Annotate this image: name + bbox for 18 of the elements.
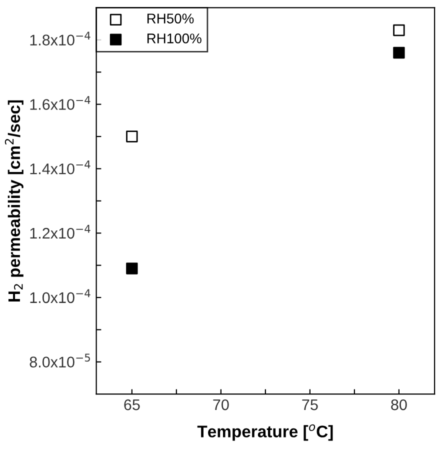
legend-label: RH100% xyxy=(147,34,202,44)
point xyxy=(126,262,138,274)
y-tick-label: 1.2x10$^{−4}$ xyxy=(30,224,90,239)
x-tick-label: 75 xyxy=(302,400,318,410)
y-tick-label: 1.0x10$^{−4}$ xyxy=(30,289,90,304)
y-tick-label: 1.8x10$^{−4}$ xyxy=(30,32,90,46)
x-tick-label: 70 xyxy=(213,399,229,410)
point xyxy=(126,130,138,142)
y-tick-label: 8.0x10$^{−5}$ xyxy=(30,354,90,368)
x-tick-label: 65 xyxy=(124,399,140,410)
y-tick-label: 1.6x10$^{−4}$ xyxy=(30,96,90,110)
y-axis-title: H$_{2}$ permeability [cm$^{2}$/sec] xyxy=(4,100,24,302)
point xyxy=(393,24,405,36)
point xyxy=(393,46,405,59)
legend-label: RH50% xyxy=(147,14,194,24)
y-tick-label: 1.4x10$^{−4}$ xyxy=(30,160,90,174)
x-tick-label: 80 xyxy=(391,399,407,410)
x-axis-title: Temperature [$^{o}$C] xyxy=(197,424,333,441)
